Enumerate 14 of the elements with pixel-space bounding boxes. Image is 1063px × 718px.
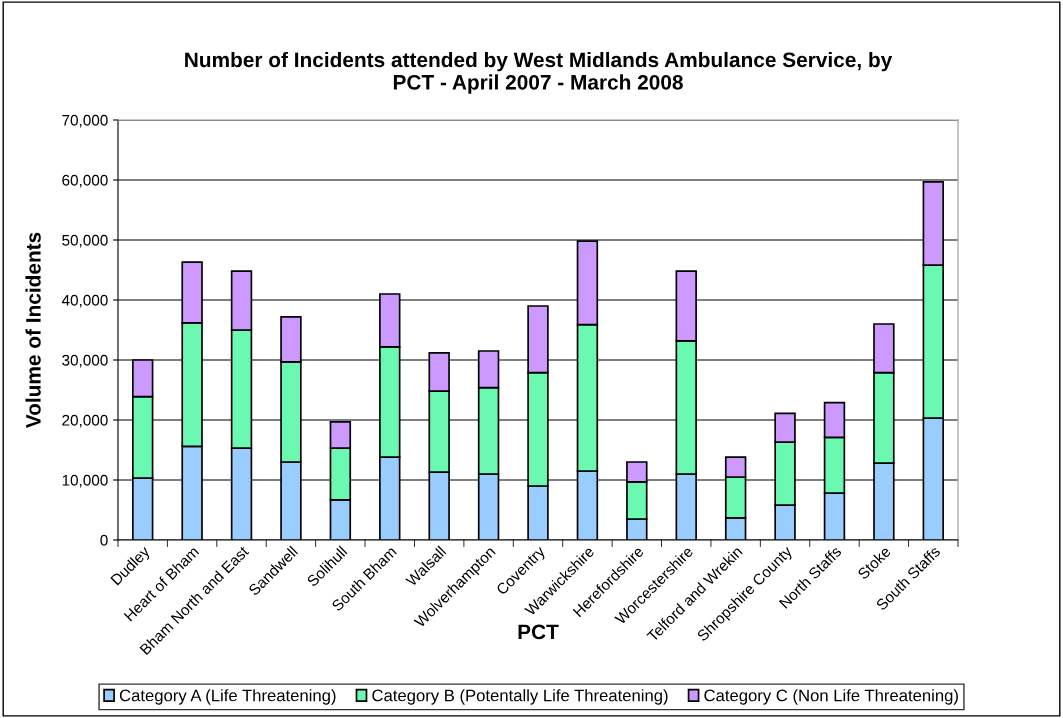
y-tick-label: 60,000 xyxy=(62,174,108,188)
x-axis-title: PCT xyxy=(518,624,559,640)
y-tick-label: 20,000 xyxy=(62,414,108,428)
y-tick-label: 40,000 xyxy=(61,294,108,308)
y-tick-label: 50,000 xyxy=(62,234,108,248)
legend-label: Category A (Life Threatening) xyxy=(119,689,336,705)
y-tick-label: 0 xyxy=(100,534,108,546)
legend-label: Category C (Non Life Threatening) xyxy=(704,689,958,705)
y-tick-label: 10,000 xyxy=(62,474,108,488)
y-axis-title: Volume of Incidents xyxy=(25,232,41,429)
y-tick-label: 70,000 xyxy=(62,114,108,128)
y-tick-label: 30,000 xyxy=(62,354,108,368)
chart-title: Number of Incidents attended by West Midlands Ambulance Service, by PCT - April 2007 - March 2008 xyxy=(185,51,893,94)
legend-label: Category B (Potentally Life Threatening) xyxy=(372,689,668,705)
